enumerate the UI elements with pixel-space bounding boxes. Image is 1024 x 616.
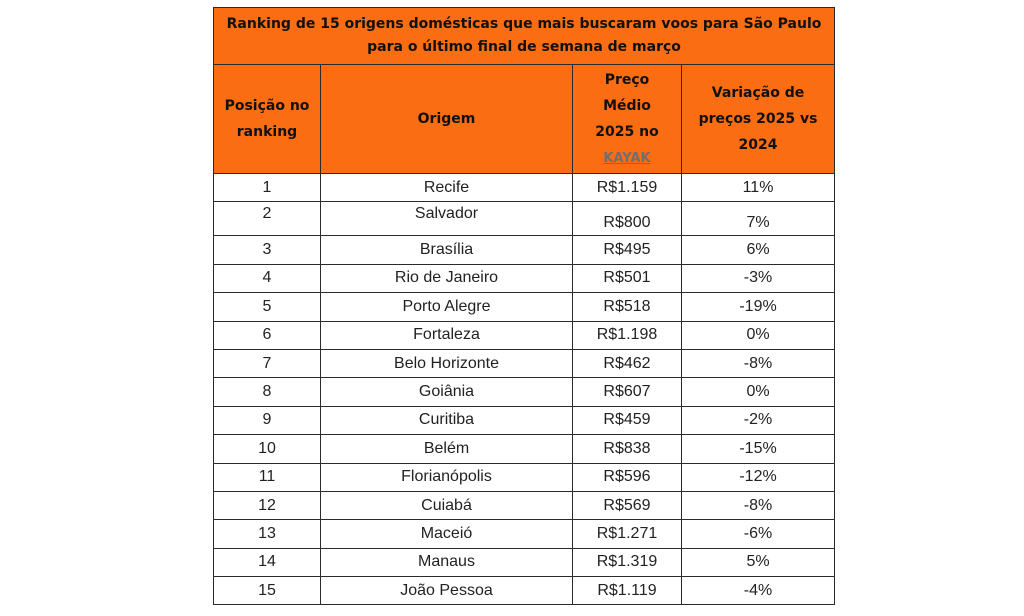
cell-origin: João Pessoa [320,576,573,606]
table-row: 3 Brasília R$495 6% [213,235,836,265]
table-row: 9 Curitiba R$459 -2% [213,405,836,436]
cell-position: 7 [213,348,321,379]
cell-price: R$607 [572,377,682,407]
cell-position: 10 [213,434,321,464]
cell-position: 14 [213,547,321,578]
cell-origin: Porto Alegre [320,292,573,322]
table-row: 12 Cuiabá R$569 -8% [213,490,836,521]
cell-position: 8 [213,377,321,407]
table-row: 11 Florianópolis R$596 -12% [213,462,836,492]
cell-price: R$1.159 [572,172,682,203]
cell-origin: Brasília [320,235,573,265]
header-price: Preço Médio 2025 no KAYAK [572,64,682,174]
cell-variation: -2% [680,405,836,436]
cell-price: R$800 [572,201,682,237]
cell-origin: Rio de Janeiro [320,263,573,294]
table-title: Ranking de 15 origens domésticas que mai… [212,7,836,65]
cell-origin: Cuiabá [320,490,573,521]
cell-origin: Belém [320,434,573,464]
table-row: 7 Belo Horizonte R$462 -8% [213,348,836,379]
cell-variation: -6% [680,519,836,549]
cell-variation: 0% [680,320,836,350]
cell-variation: 7% [680,201,836,237]
cell-position: 5 [213,292,321,322]
cell-price: R$495 [572,235,682,265]
cell-origin: Maceió [320,519,573,549]
table-body: 1 Recife R$1.159 11% 2 Salvador R$800 7%… [213,172,836,606]
cell-position: 9 [213,405,321,436]
cell-origin: Florianópolis [320,462,573,492]
table-row: 10 Belém R$838 -15% [213,434,836,464]
cell-variation: 0% [680,377,836,407]
table-row: 8 Goiânia R$607 0% [213,377,836,407]
cell-price: R$1.271 [572,519,682,549]
table-row: 4 Rio de Janeiro R$501 -3% [213,263,836,294]
cell-variation: -8% [680,490,836,521]
table-title-row: Ranking de 15 origens domésticas que mai… [212,7,836,65]
cell-origin: Goiânia [320,377,573,407]
table-row: 6 Fortaleza R$1.198 0% [213,320,836,350]
table-row: 14 Manaus R$1.319 5% [213,547,836,578]
header-variation: Variação de preços 2025 vs 2024 [680,64,836,174]
cell-variation: -3% [680,263,836,294]
cell-price: R$518 [572,292,682,322]
cell-price: R$1.119 [572,576,682,606]
cell-price: R$1.198 [572,320,682,350]
kayak-link[interactable]: KAYAK [603,150,651,166]
header-price-label: Preço Médio 2025 no [595,71,659,140]
column-header-row: Posição no ranking Origem Preço Médio 20… [213,64,836,174]
cell-variation: -4% [680,576,836,606]
cell-origin: Curitiba [320,405,573,436]
table-row: 13 Maceió R$1.271 -6% [213,519,836,549]
cell-price: R$1.319 [572,547,682,578]
header-position: Posição no ranking [213,64,321,174]
cell-variation: -8% [680,348,836,379]
cell-position: 2 [213,201,321,237]
table-row: 15 João Pessoa R$1.119 -4% [213,576,836,606]
cell-origin: Belo Horizonte [320,348,573,379]
cell-origin: Recife [320,172,573,203]
table-row: 2 Salvador R$800 7% [213,201,836,237]
table-row: 1 Recife R$1.159 11% [213,172,836,203]
cell-variation: 5% [680,547,836,578]
header-origin: Origem [320,64,573,174]
table-row: 5 Porto Alegre R$518 -19% [213,292,836,322]
cell-position: 3 [213,235,321,265]
cell-price: R$501 [572,263,682,294]
ranking-table: Ranking de 15 origens domésticas que mai… [212,7,836,606]
cell-variation: 11% [680,172,836,203]
header-position-label: Posição no ranking [224,98,310,140]
cell-position: 4 [213,263,321,294]
cell-origin: Manaus [320,547,573,578]
cell-position: 13 [213,519,321,549]
cell-position: 12 [213,490,321,521]
header-variation-label: Variação de preços 2025 vs 2024 [698,85,818,153]
cell-origin: Fortaleza [320,320,573,350]
cell-variation: -15% [680,434,836,464]
cell-position: 6 [213,320,321,350]
cell-price: R$838 [572,434,682,464]
cell-variation: 6% [680,235,836,265]
cell-position: 15 [213,576,321,606]
cell-price: R$596 [572,462,682,492]
cell-position: 11 [213,462,321,492]
cell-price: R$459 [572,405,682,436]
cell-variation: -19% [680,292,836,322]
cell-price: R$462 [572,348,682,379]
cell-position: 1 [213,172,321,203]
cell-origin: Salvador [320,201,573,237]
cell-variation: -12% [680,462,836,492]
cell-price: R$569 [572,490,682,521]
